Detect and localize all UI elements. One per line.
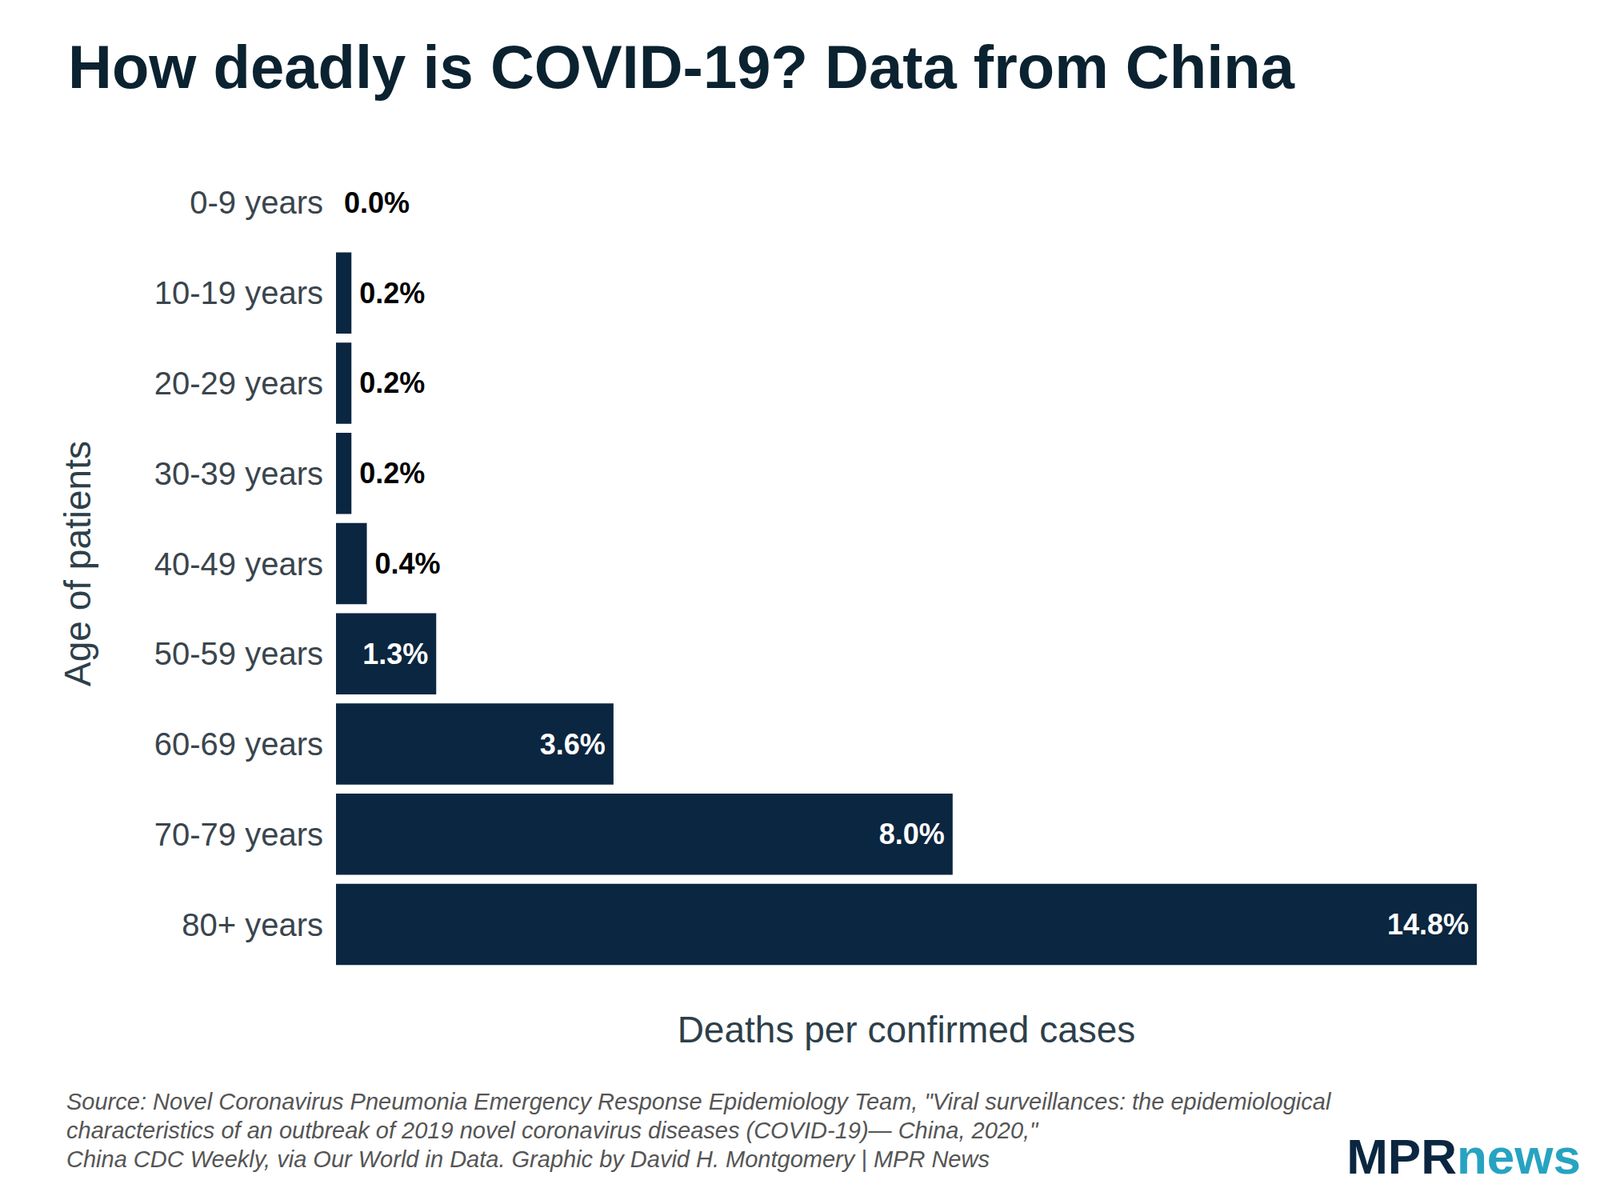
svg-text:80+ years: 80+ years xyxy=(181,907,324,943)
svg-text:China CDC Weekly, via Our Worl: China CDC Weekly, via Our World in Data.… xyxy=(66,1146,990,1172)
svg-text:0.2%: 0.2% xyxy=(359,276,425,310)
svg-text:14.8%: 14.8% xyxy=(1387,908,1469,941)
svg-text:MPR: MPR xyxy=(1346,1128,1457,1184)
svg-text:70-79 years: 70-79 years xyxy=(154,816,324,852)
svg-text:How deadly is COVID-19? Data f: How deadly is COVID-19? Data from China xyxy=(68,32,1296,101)
svg-text:Deaths per confirmed cases: Deaths per confirmed cases xyxy=(677,1008,1136,1051)
svg-text:0.2%: 0.2% xyxy=(359,456,425,490)
svg-text:0.0%: 0.0% xyxy=(344,186,410,220)
svg-text:Source: Novel Coronavirus Pneu: Source: Novel Coronavirus Pneumonia Emer… xyxy=(66,1088,1332,1115)
svg-text:40-49 years: 40-49 years xyxy=(154,546,324,582)
svg-text:20-29 years: 20-29 years xyxy=(154,365,324,401)
svg-text:0.4%: 0.4% xyxy=(375,547,441,580)
svg-text:3.6%: 3.6% xyxy=(540,728,606,761)
svg-text:news: news xyxy=(1456,1128,1581,1184)
svg-text:60-69 years: 60-69 years xyxy=(154,726,324,762)
svg-text:30-39 years: 30-39 years xyxy=(154,456,324,492)
svg-text:1.3%: 1.3% xyxy=(362,637,428,671)
svg-text:50-59 years: 50-59 years xyxy=(154,636,324,672)
svg-text:Age of patients: Age of patients xyxy=(56,440,99,687)
svg-text:0.2%: 0.2% xyxy=(359,366,425,400)
svg-text:0-9 years: 0-9 years xyxy=(189,184,324,220)
svg-text:10-19 years: 10-19 years xyxy=(154,275,324,311)
svg-text:8.0%: 8.0% xyxy=(879,817,945,851)
svg-text:characteristics of an outbreak: characteristics of an outbreak of 2019 n… xyxy=(66,1117,1040,1144)
